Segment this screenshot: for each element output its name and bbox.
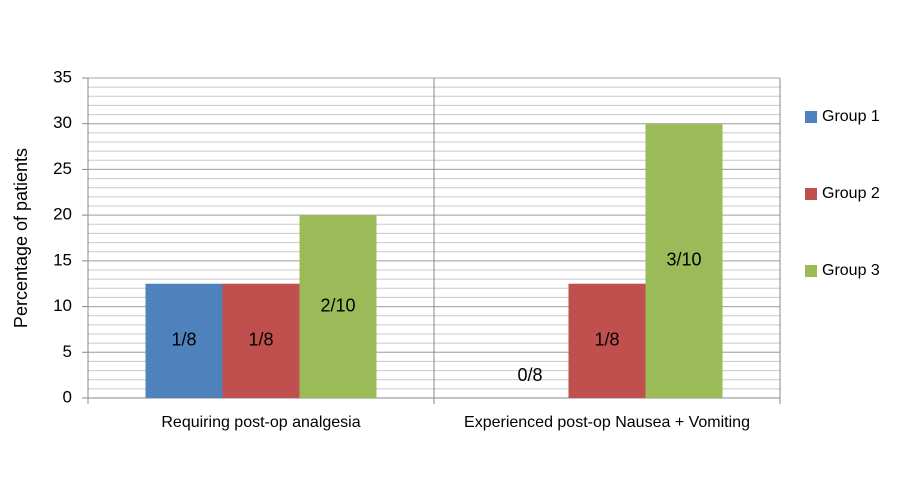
x-tick-label: Requiring post-op analgesia <box>161 414 360 431</box>
value-label: 1/8 <box>594 330 619 350</box>
y-tick-label: 5 <box>63 342 72 361</box>
bar <box>299 215 377 398</box>
y-tick-label: 10 <box>53 296 72 315</box>
value-label: 0/8 <box>517 365 542 385</box>
value-label: 1/8 <box>248 330 273 350</box>
bar <box>645 123 723 398</box>
bar <box>222 283 300 398</box>
y-tick-label: 25 <box>53 159 72 178</box>
bar <box>145 283 223 398</box>
value-label: 1/8 <box>171 330 196 350</box>
y-tick-label: 0 <box>63 387 72 406</box>
value-label: 3/10 <box>666 250 701 270</box>
y-tick-label: 15 <box>53 250 72 269</box>
value-label: 2/10 <box>320 295 355 315</box>
y-tick-label: 30 <box>53 113 72 132</box>
y-axis-title: Percentage of patients <box>11 148 31 328</box>
legend-label: Group 3 <box>822 262 880 279</box>
x-tick-label: Experienced post-op Nausea + Vomiting <box>464 414 750 431</box>
legend-label: Group 1 <box>822 108 880 125</box>
legend-swatch <box>805 265 817 277</box>
legend-swatch <box>805 188 817 200</box>
y-tick-label: 35 <box>53 67 72 86</box>
legend-label: Group 2 <box>822 185 880 202</box>
y-tick-label: 20 <box>53 205 72 224</box>
bar <box>568 283 646 398</box>
legend-swatch <box>805 111 817 123</box>
